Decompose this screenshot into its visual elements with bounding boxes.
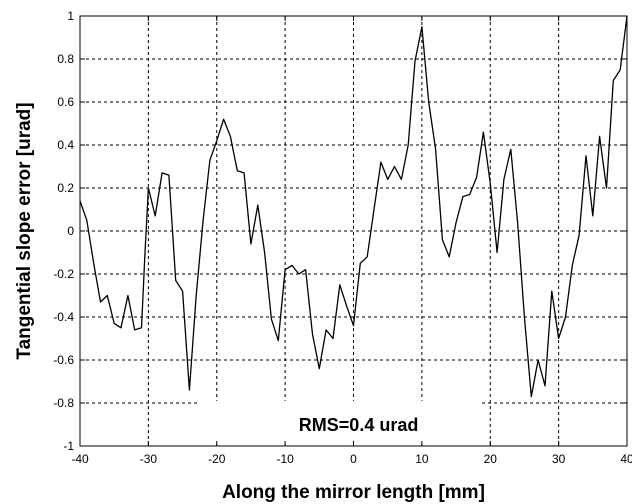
grid-lines bbox=[80, 16, 627, 446]
y-tick-label: 0.6 bbox=[57, 95, 74, 109]
x-tick-label: 30 bbox=[552, 452, 566, 466]
y-tick-label: 1 bbox=[67, 9, 74, 23]
axis-ticks: -40 -30 -20 -10 0 10 20 30 40-1-0.8-0.6-0.4-0.20… bbox=[53, 9, 632, 466]
x-tick-label: 40 bbox=[620, 452, 632, 466]
x-tick-label: 10 bbox=[415, 452, 429, 466]
y-tick-label: 0.4 bbox=[57, 138, 74, 152]
y-tick-label: 0 bbox=[67, 224, 74, 238]
series-layer bbox=[79, 15, 628, 398]
x-tick-label: -20 bbox=[208, 452, 226, 466]
x-tick-label: 0 bbox=[350, 452, 357, 466]
x-tick-label: 20 bbox=[484, 452, 498, 466]
x-tick-label: -40 bbox=[71, 452, 89, 466]
y-tick-label: -0.6 bbox=[53, 353, 74, 367]
x-axis-title: Along the mirror length [mm] bbox=[222, 482, 485, 503]
y-tick-label: -0.2 bbox=[53, 267, 74, 281]
y-tick-label: -1 bbox=[63, 439, 74, 453]
y-axis-title: Tangential slope error [urad] bbox=[14, 102, 35, 359]
rms-annotation: RMS=0.4 urad bbox=[299, 415, 419, 435]
y-tick-label: -0.4 bbox=[53, 310, 74, 324]
slope-error-line bbox=[79, 15, 628, 398]
y-tick-label: 0.8 bbox=[57, 52, 74, 66]
y-tick-label: -0.8 bbox=[53, 396, 74, 410]
y-tick-label: 0.2 bbox=[57, 181, 74, 195]
annotation-background bbox=[199, 400, 480, 444]
x-tick-label: -30 bbox=[140, 452, 158, 466]
x-tick-label: -10 bbox=[276, 452, 294, 466]
